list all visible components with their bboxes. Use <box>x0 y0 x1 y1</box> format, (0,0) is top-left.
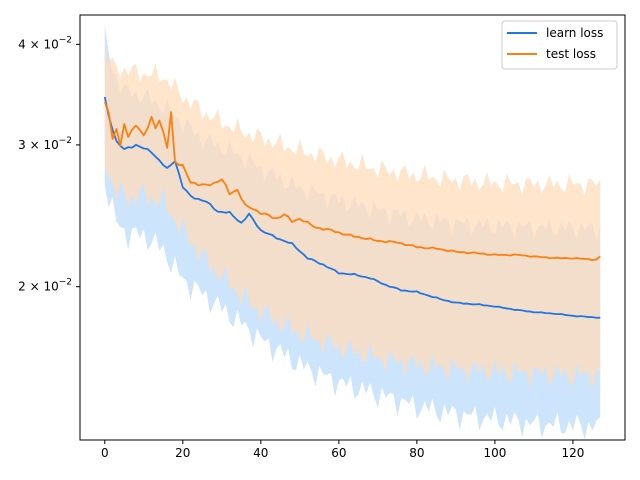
legend: learn loss test loss <box>501 20 618 70</box>
y-tick-label: 2 × 10−2 <box>18 278 72 294</box>
y-axis: 2 × 10−2 3 × 10−2 4 × 10−2 <box>18 35 80 294</box>
x-tick-label: 40 <box>253 446 268 460</box>
x-tick-label: 80 <box>409 446 424 460</box>
y-tick-label: 4 × 10−2 <box>18 35 72 51</box>
x-tick-label: 60 <box>331 446 346 460</box>
line-learn-loss <box>103 96 601 319</box>
legend-label-learn-loss: learn loss <box>546 26 603 40</box>
x-tick-label: 120 <box>561 446 584 460</box>
line-test-loss <box>103 101 601 262</box>
legend-label-test-loss: test loss <box>546 47 596 61</box>
x-tick-label: 20 <box>175 446 190 460</box>
band-test-loss <box>104 46 601 392</box>
plot-area <box>103 24 601 440</box>
x-tick-label: 100 <box>483 446 506 460</box>
x-axis: 0 20 40 60 80 100 120 <box>101 440 584 460</box>
y-tick-label: 3 × 10−2 <box>18 136 72 152</box>
x-tick-label: 0 <box>101 446 109 460</box>
axes-frame <box>79 14 626 441</box>
